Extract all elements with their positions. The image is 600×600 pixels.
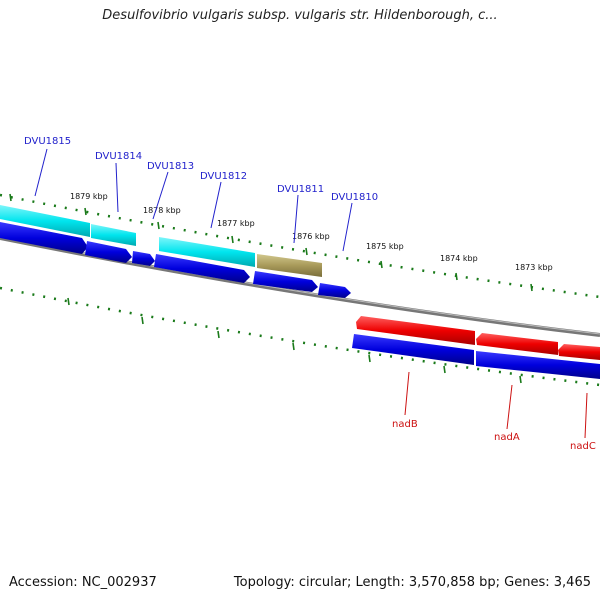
gene-arrow-red[interactable] <box>558 344 600 360</box>
gene-label[interactable]: nadB <box>392 419 418 430</box>
gene-label[interactable]: DVU1814 <box>95 151 142 162</box>
kbp-tick-label: 1877 kbp <box>217 219 255 228</box>
gene-arrow-blue[interactable] <box>154 254 250 283</box>
topology-summary: Topology: circular; Length: 3,570,858 bp… <box>233 575 591 590</box>
kbp-tick-label: 1876 kbp <box>292 232 330 241</box>
gene-bar-olive[interactable] <box>257 254 322 277</box>
gene-bar-cyan[interactable] <box>159 237 255 267</box>
gene-bar-blue[interactable] <box>476 351 600 379</box>
gene-label[interactable]: nadA <box>494 432 520 443</box>
gene-arrow-blue[interactable] <box>0 222 88 254</box>
gene-label[interactable]: DVU1813 <box>147 161 194 172</box>
blue-gene-bars-lower[interactable] <box>352 334 600 379</box>
gene-arrow-red[interactable] <box>356 316 475 345</box>
gene-label[interactable]: DVU1811 <box>277 184 324 195</box>
lower-major-ticks <box>67 297 522 384</box>
bottom-gene-leader-lines <box>404 371 588 439</box>
gene-label[interactable]: DVU1812 <box>200 171 247 182</box>
gene-label[interactable]: DVU1815 <box>24 136 71 147</box>
gene-arrow-blue[interactable] <box>253 271 318 292</box>
kbp-tick-label: 1874 kbp <box>440 254 478 263</box>
map-title: Desulfovibrio vulgaris subsp. vulgaris s… <box>102 8 498 23</box>
accession-text: Accession: NC_002937 <box>9 575 157 590</box>
kbp-tick-label: 1873 kbp <box>515 263 553 272</box>
upper-major-ticks <box>9 193 533 292</box>
gene-bar-cyan[interactable] <box>0 205 90 237</box>
gene-label[interactable]: nadC <box>570 441 596 452</box>
gene-arrow-red[interactable] <box>476 333 558 355</box>
kbp-tick-label: 1878 kbp <box>143 206 181 215</box>
gene-bar-blue[interactable] <box>352 334 474 365</box>
blue-gene-arrows-upper[interactable] <box>0 222 351 298</box>
gene-bar-cyan[interactable] <box>91 224 136 246</box>
gene-arrow-blue[interactable] <box>85 241 132 263</box>
kbp-tick-label: 1879 kbp <box>70 192 108 201</box>
upper-gene-bars[interactable] <box>0 205 322 277</box>
kbp-tick-label: 1875 kbp <box>366 242 404 251</box>
top-gene-leader-lines <box>34 148 353 252</box>
gene-arrow-blue[interactable] <box>318 283 351 298</box>
gene-label[interactable]: DVU1810 <box>331 192 378 203</box>
gene-arrow-blue[interactable] <box>132 251 155 266</box>
red-gene-arrows[interactable] <box>356 316 600 360</box>
